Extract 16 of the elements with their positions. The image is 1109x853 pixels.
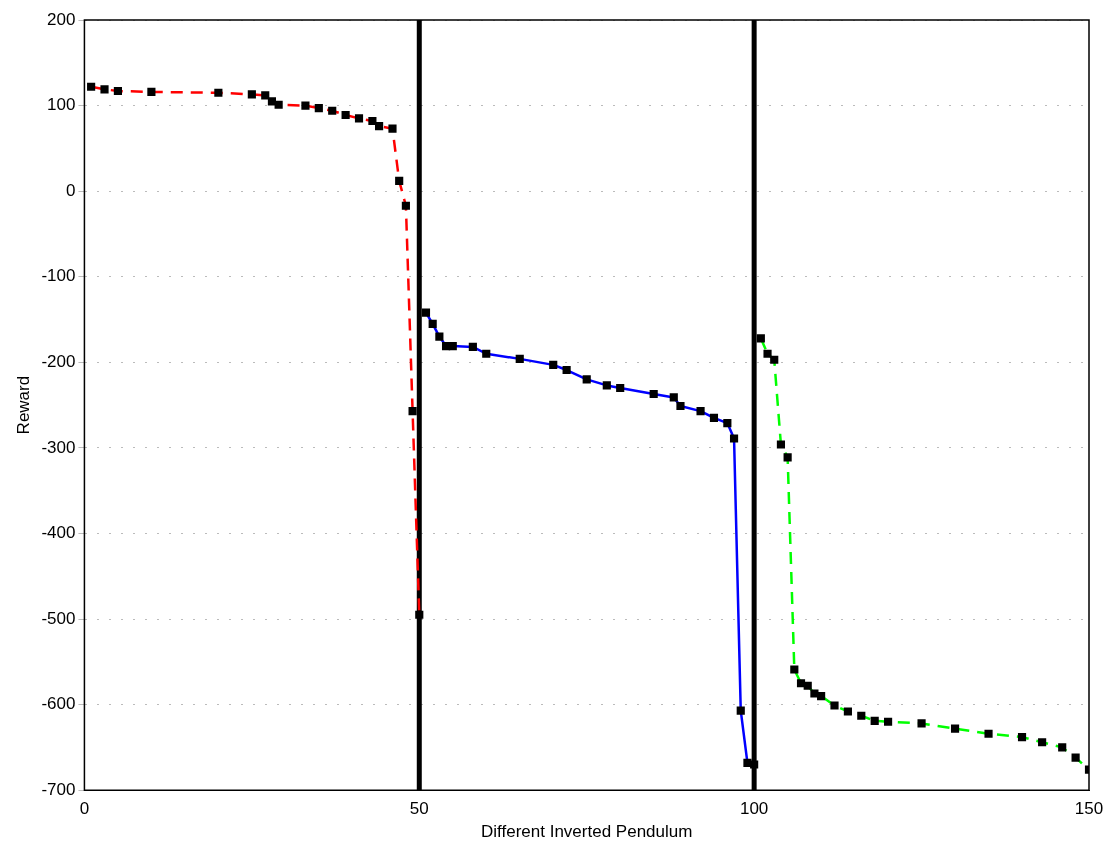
x-tick-label: 50 (409, 799, 429, 819)
y-tick-label: 200 (47, 9, 76, 29)
y-tick-label: -300 (41, 437, 76, 457)
y-tick-label: -600 (41, 694, 76, 714)
y-tick-label: -400 (41, 523, 76, 543)
x-tick-label: 150 (1074, 799, 1104, 819)
x-tick-label: 0 (79, 799, 90, 819)
x-tick-label: 100 (739, 799, 769, 819)
y-tick-label: 0 (65, 180, 76, 200)
y-tick-label: -100 (41, 266, 76, 286)
y-tick-label: 100 (47, 95, 76, 115)
y-axis-title: Reward (13, 375, 33, 435)
y-tick-label: -500 (41, 608, 76, 628)
x-axis-title: Different Inverted Pendulum (481, 822, 693, 842)
y-tick-label: -200 (41, 352, 76, 371)
y-tick-label: -700 (41, 779, 76, 799)
